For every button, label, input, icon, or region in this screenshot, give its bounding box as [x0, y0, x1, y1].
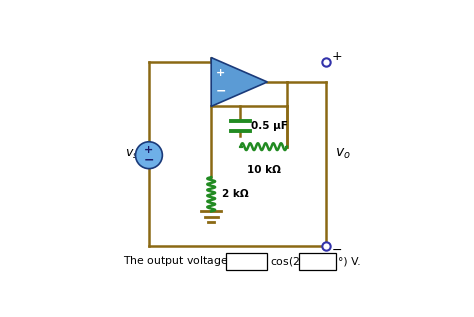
Polygon shape — [211, 58, 267, 107]
Text: The output voltage $v_o$($t$) =: The output voltage $v_o$($t$) = — [123, 254, 268, 268]
Text: °) V.: °) V. — [338, 256, 361, 266]
Text: cos(2$t$ +: cos(2$t$ + — [270, 255, 317, 268]
FancyBboxPatch shape — [226, 253, 267, 270]
Text: 0.5 μF: 0.5 μF — [252, 121, 288, 131]
Text: −: − — [332, 244, 343, 257]
Text: +: + — [144, 145, 154, 155]
Text: $v_o$: $v_o$ — [335, 147, 351, 161]
FancyBboxPatch shape — [299, 253, 336, 270]
Text: 2 kΩ: 2 kΩ — [222, 189, 249, 199]
Circle shape — [136, 142, 163, 169]
Text: −: − — [216, 85, 226, 98]
Text: 10 kΩ: 10 kΩ — [247, 165, 281, 175]
Text: $v_s$: $v_s$ — [125, 147, 139, 160]
Text: +: + — [216, 68, 226, 78]
Text: +: + — [332, 50, 343, 63]
Text: −: − — [144, 153, 154, 167]
